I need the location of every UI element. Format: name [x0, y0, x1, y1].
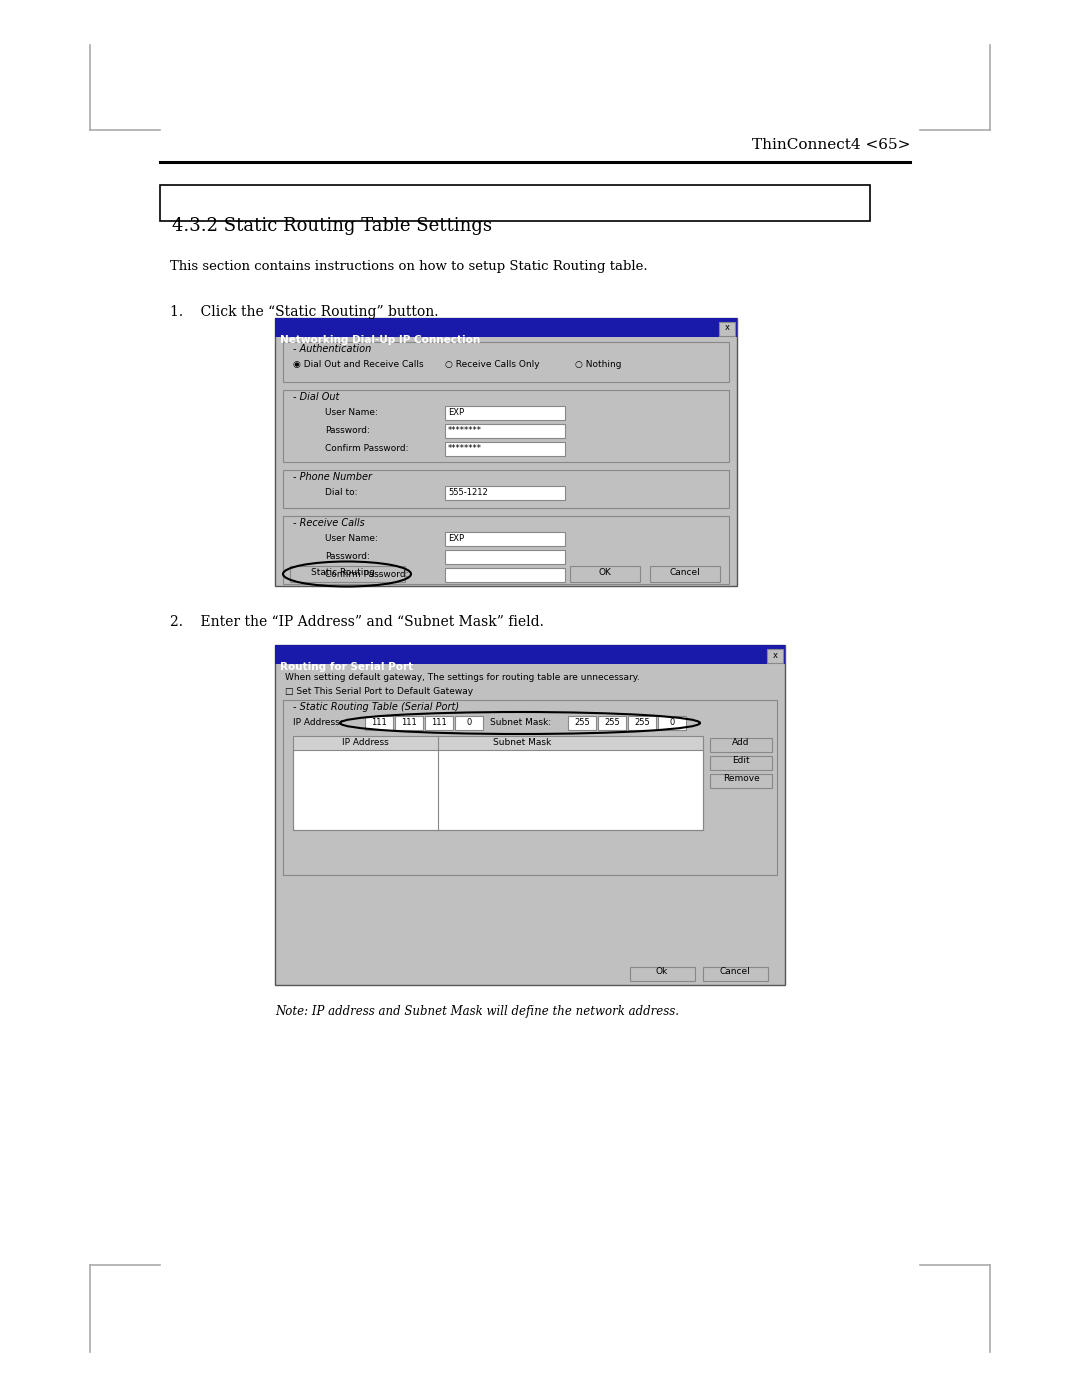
Text: - Dial Out: - Dial Out: [293, 393, 339, 402]
Bar: [293, 736, 703, 750]
Bar: [710, 738, 772, 752]
Bar: [283, 342, 729, 381]
Bar: [275, 645, 785, 664]
Text: 1.    Click the “Static Routing” button.: 1. Click the “Static Routing” button.: [170, 305, 438, 319]
Text: IP Address: IP Address: [342, 738, 389, 747]
Bar: [445, 532, 565, 546]
Text: ○ Receive Calls Only: ○ Receive Calls Only: [445, 360, 540, 369]
Text: x: x: [725, 324, 729, 332]
Bar: [630, 967, 696, 981]
Text: Cancel: Cancel: [719, 967, 751, 977]
Text: Cancel: Cancel: [670, 569, 700, 577]
Text: Subnet Mask:: Subnet Mask:: [490, 718, 551, 726]
Text: Confirm Password:: Confirm Password:: [325, 444, 408, 453]
Text: 255: 255: [575, 718, 590, 726]
Text: - Receive Calls: - Receive Calls: [293, 518, 365, 528]
Bar: [283, 700, 777, 875]
Bar: [568, 717, 596, 731]
Text: 2.    Enter the “IP Address” and “Subnet Mask” field.: 2. Enter the “IP Address” and “Subnet Ma…: [170, 615, 544, 629]
Text: Note: IP address and Subnet Mask will define the network address.: Note: IP address and Subnet Mask will de…: [275, 1004, 679, 1018]
Bar: [293, 736, 703, 830]
Bar: [275, 319, 737, 585]
Bar: [703, 967, 768, 981]
Text: 0: 0: [670, 718, 675, 726]
Bar: [395, 717, 423, 731]
Bar: [365, 717, 393, 731]
Text: Edit: Edit: [732, 756, 750, 766]
Bar: [283, 469, 729, 509]
Bar: [293, 750, 703, 830]
Bar: [445, 407, 565, 420]
Bar: [426, 717, 453, 731]
Bar: [445, 569, 565, 583]
Text: EXP: EXP: [448, 534, 464, 543]
Text: Networking Dial-Up IP Connection: Networking Dial-Up IP Connection: [280, 335, 481, 345]
Text: 111: 111: [372, 718, 387, 726]
Bar: [658, 717, 686, 731]
Text: - Static Routing Table (Serial Port): - Static Routing Table (Serial Port): [293, 703, 459, 712]
Bar: [283, 515, 729, 584]
Text: 555-1212: 555-1212: [448, 488, 488, 497]
Bar: [291, 566, 405, 583]
Text: 111: 111: [431, 718, 447, 726]
Text: □ Set This Serial Port to Default Gateway: □ Set This Serial Port to Default Gatewa…: [285, 687, 473, 696]
Bar: [650, 566, 720, 583]
Bar: [710, 756, 772, 770]
Text: x: x: [772, 651, 778, 659]
Bar: [570, 566, 640, 583]
Text: - Authentication: - Authentication: [293, 344, 372, 353]
Bar: [627, 717, 656, 731]
Text: User Name:: User Name:: [325, 408, 378, 416]
Text: 0: 0: [467, 718, 472, 726]
Text: Remove: Remove: [723, 774, 759, 782]
Text: 255: 255: [634, 718, 650, 726]
Bar: [598, 717, 626, 731]
Text: Password:: Password:: [325, 426, 369, 434]
Text: Ok: Ok: [656, 967, 669, 977]
Text: Subnet Mask: Subnet Mask: [494, 738, 552, 747]
Text: Static Routing...: Static Routing...: [311, 569, 383, 577]
Bar: [275, 645, 785, 985]
Bar: [719, 321, 735, 337]
Bar: [445, 425, 565, 439]
Text: User Name:: User Name:: [325, 534, 378, 543]
Text: Add: Add: [732, 738, 750, 747]
Text: OK: OK: [598, 569, 611, 577]
Bar: [767, 650, 783, 664]
Text: Routing for Serial Port: Routing for Serial Port: [280, 662, 414, 672]
Text: When setting default gateway, The settings for routing table are unnecessary.: When setting default gateway, The settin…: [285, 673, 639, 682]
Bar: [160, 184, 870, 221]
Text: EXP: EXP: [448, 408, 464, 416]
Text: Confirm Password:: Confirm Password:: [325, 570, 408, 578]
Text: 255: 255: [604, 718, 620, 726]
Text: - Phone Number: - Phone Number: [293, 472, 372, 482]
Text: ********: ********: [448, 444, 482, 453]
Text: ◉ Dial Out and Receive Calls: ◉ Dial Out and Receive Calls: [293, 360, 423, 369]
Bar: [445, 550, 565, 564]
Text: ********: ********: [448, 426, 482, 434]
Bar: [455, 717, 483, 731]
Bar: [710, 774, 772, 788]
Text: ○ Nothing: ○ Nothing: [575, 360, 621, 369]
Text: ThinConnect4 <65>: ThinConnect4 <65>: [752, 138, 910, 152]
Text: Dial to:: Dial to:: [325, 488, 357, 497]
Text: Password:: Password:: [325, 552, 369, 562]
Bar: [445, 441, 565, 455]
Text: 111: 111: [401, 718, 417, 726]
Text: 4.3.2 Static Routing Table Settings: 4.3.2 Static Routing Table Settings: [172, 217, 492, 235]
Bar: [283, 390, 729, 462]
Bar: [275, 319, 737, 337]
Text: This section contains instructions on how to setup Static Routing table.: This section contains instructions on ho…: [170, 260, 648, 272]
Text: IP Address:: IP Address:: [293, 718, 342, 726]
Bar: [445, 486, 565, 500]
